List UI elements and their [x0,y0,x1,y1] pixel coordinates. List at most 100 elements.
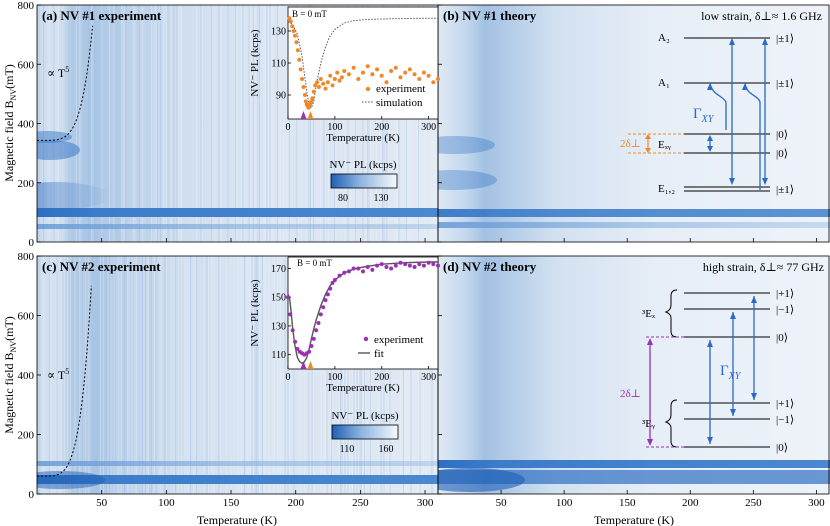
inset-a-legend-exp: experiment [376,83,425,95]
panel-c-fit-exponent: 5 [65,367,69,376]
panel-d-gamma-sub: XY [728,371,742,382]
heatmap-stripe [43,5,44,242]
heatmap-stripe [259,5,260,242]
heatmap-stripe [367,5,368,242]
heatmap-stripe [164,5,166,242]
heatmap-stripe [434,5,436,242]
inset-data-point [342,270,347,275]
heatmap-stripe [248,5,250,242]
panel-a-fit-text: ∝ T [47,66,66,80]
inset-a-ylabel: NV⁻ PL (kcps) [249,29,261,96]
heatmap-stripe [418,5,419,242]
inset-data-point [431,80,436,85]
heatmap-stripe [134,5,136,242]
heatmap-stripe [419,5,421,242]
heatmap-stripe [253,256,254,494]
heatmap-stripe [254,5,256,242]
heatmap-stripe [262,256,263,494]
heatmap-stripe [356,256,358,494]
state-m1-b: |−1⟩ [776,414,794,426]
panel-b-delta: 2δ⊥ [620,138,641,150]
heatmap-stripe [389,256,391,494]
heatmap-stripe [362,256,364,494]
inset-data-point [346,72,351,77]
inset-data-point [375,67,380,72]
inset-data-point [288,19,293,24]
heatmap-stripe [268,5,269,242]
heatmap-stripe [43,256,44,494]
inset-data-point [300,77,305,81]
state-zero-a: |0⟩ [776,129,788,141]
heatmap-stripe [263,256,265,494]
inset-data-point [318,77,323,81]
inset-data-point [310,96,315,101]
colorbar-a-tick-2: 130 [374,193,389,204]
inset-data-point [426,73,431,78]
heatmap-stripe [175,256,176,494]
heatmap-stripe [257,5,259,242]
inset-data-point [384,80,389,85]
heatmap-stripe [160,256,161,494]
heatmap-stripe [124,256,125,494]
panel-b-level-diagram: low strain, δ⊥≈ 1.6 GHz A₂ A₁ Eₓᵧ E₁,₂ |… [620,9,822,196]
heatmap-stripe [196,256,197,494]
inset-a-xlabel: Temperature (K) [326,132,400,144]
inset-c: 0 100 200 300 110 130 150 170 B = 0 mT NV⁻ PL (… [249,256,440,394]
heatmap-stripe [91,5,92,242]
heatmap-stripe [320,256,322,494]
inset-data-point [328,73,333,78]
heatmap-stripe [409,5,410,242]
heatmap-stripe [293,256,295,494]
heatmap-stripe [148,256,149,494]
inset-data-point [393,65,398,70]
heatmap-stripe [121,256,122,494]
heatmap-stripe [227,5,229,242]
heatmap-stripe [269,256,271,494]
heatmap-stripe [265,5,266,242]
colorbar-a-label: NV⁻ PL (kcps) [329,159,396,171]
heatmap-stripe [347,256,349,494]
x-tick-label: 100 [158,497,175,509]
heatmap-stripe [257,256,259,494]
inset-data-point [307,349,312,354]
heatmap-stripe [320,5,322,242]
inset-temperature-marker [307,111,314,119]
heatmap-stripe [203,256,205,494]
heatmap-stripe [403,256,404,494]
inset-data-point [426,260,431,265]
y-tick-label: 400 [18,370,35,382]
y-axis-label-top: Magnetic field BNV(mT) [2,64,18,182]
heatmap-stripe [349,256,350,494]
state-zero-d-a: |0⟩ [776,332,788,344]
heatmap-stripe [355,256,356,494]
panel-d-delta: 2δ⊥ [620,388,641,400]
colorbar-a: NV⁻ PL (kcps) 80 130 [329,159,398,204]
heatmap-stripe [278,5,280,242]
heatmap-stripe [385,256,386,494]
inset-data-point [365,265,370,270]
heatmap-stripe [325,256,326,494]
heatmap-stripe [328,5,329,242]
inset-fit-line [287,261,438,365]
inset-data-point [316,321,321,326]
heatmap-stripe [109,256,110,494]
inset-data-point [412,72,417,77]
inset-data-point [306,105,311,110]
inset-data-point [332,77,337,81]
heatmap-stripe [92,5,94,242]
inset-x-tick-label: 200 [374,122,389,133]
heatmap-stripe [118,5,119,242]
heatmap-stripe [170,256,172,494]
inset-data-point [330,280,335,285]
x-tick-label: 50 [496,497,508,509]
y-tick-label: 800 [18,251,35,263]
inset-data-point [287,16,292,21]
heatmap-stripe [298,5,299,242]
heatmap-stripe [296,5,298,242]
heatmap-stripe [365,256,367,494]
heatmap-stripe [358,256,359,494]
heatmap-stripe [355,5,356,242]
inset-data-point [288,312,293,317]
heatmap-stripe [47,5,49,242]
heatmap-stripe [283,5,284,242]
